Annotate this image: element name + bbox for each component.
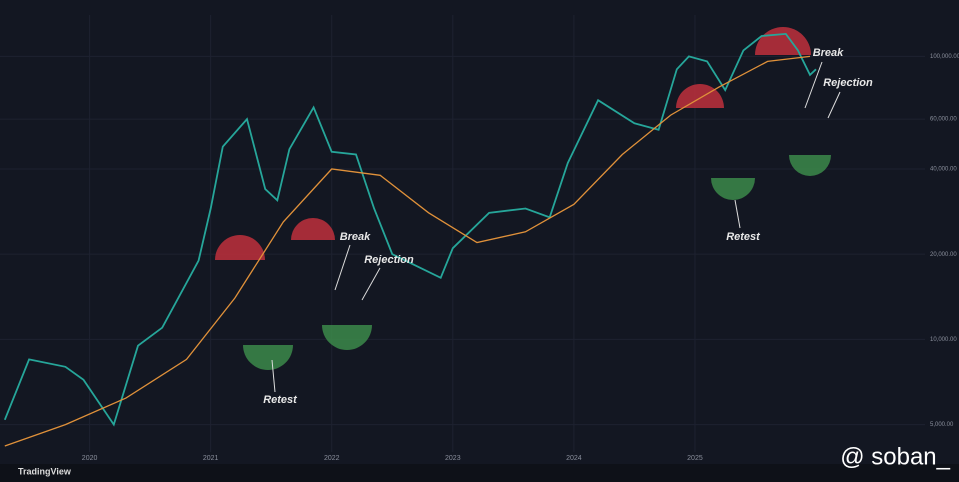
arrows	[271, 61, 841, 393]
annotation: Retest	[263, 394, 298, 406]
y-tick-label: 40,000.00	[930, 167, 957, 173]
arrow	[734, 199, 741, 229]
bowl	[243, 345, 293, 370]
dome	[215, 235, 265, 260]
annotation: Rejection	[823, 77, 873, 89]
x-tick-label: 2024	[566, 455, 582, 462]
x-tick-label: 2023	[445, 455, 461, 462]
domes	[215, 27, 811, 260]
y-tick-label: 60,000.00	[930, 117, 957, 123]
arrow	[804, 61, 823, 109]
arrow	[361, 267, 381, 301]
y-tick-label: 5,000.00	[930, 422, 954, 428]
bowls	[243, 155, 831, 370]
dome	[291, 218, 335, 240]
x-tick-label: 2021	[203, 455, 219, 462]
watermark: @ soban_	[840, 443, 950, 470]
arrow	[271, 359, 276, 393]
bowl	[322, 325, 372, 350]
bowl	[711, 178, 755, 200]
annotation: Retest	[726, 231, 761, 243]
y-tick-label: 100,000.00	[930, 54, 959, 60]
arrow	[334, 244, 351, 291]
annotation: Rejection	[364, 254, 414, 266]
dome	[676, 84, 724, 108]
annotation: Break	[813, 47, 844, 59]
price-line	[4, 55, 811, 447]
x-tick-label: 2025	[687, 455, 703, 462]
x-tick-label: 2022	[324, 455, 340, 462]
footer-bar	[0, 464, 959, 482]
arrow	[827, 91, 841, 119]
brand: TradingView	[18, 466, 72, 476]
x-tick-label: 2020	[82, 455, 98, 462]
y-tick-label: 20,000.00	[930, 252, 957, 258]
bowl	[789, 155, 831, 176]
annotation: Break	[340, 231, 371, 243]
y-tick-label: 10,000.00	[930, 337, 957, 343]
